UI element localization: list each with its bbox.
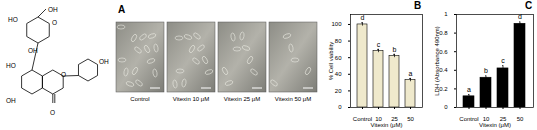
svg-text:Vitexin 10 μM: Vitexin 10 μM bbox=[173, 96, 209, 102]
svg-text:Vitexin 50 μM: Vitexin 50 μM bbox=[275, 96, 311, 102]
svg-text:HO: HO bbox=[6, 62, 16, 69]
svg-text:Vitexin (μM): Vitexin (μM) bbox=[370, 122, 402, 128]
svg-text:60: 60 bbox=[335, 55, 342, 61]
svg-text:O: O bbox=[52, 19, 57, 26]
svg-text:0.8: 0.8 bbox=[439, 30, 448, 36]
svg-text:OH: OH bbox=[99, 58, 109, 65]
svg-text:25: 25 bbox=[391, 115, 398, 122]
svg-text:1: 1 bbox=[444, 11, 448, 17]
svg-text:Control: Control bbox=[459, 116, 478, 122]
svg-text:50: 50 bbox=[407, 116, 414, 122]
svg-text:0.6: 0.6 bbox=[439, 49, 448, 55]
svg-text:0: 0 bbox=[444, 104, 448, 110]
svg-text:a: a bbox=[409, 70, 413, 77]
html-text:A: A bbox=[118, 4, 126, 15]
svg-text:OH: OH bbox=[48, 6, 58, 13]
svg-text:LDH (Absorbance 490nm): LDH (Absorbance 490nm) bbox=[434, 26, 440, 96]
svg-text:HO: HO bbox=[8, 16, 18, 23]
svg-text:d: d bbox=[518, 13, 522, 21]
html-text:C: C bbox=[525, 0, 533, 11]
svg-text:Vitexin (μM): Vitexin (μM) bbox=[479, 122, 511, 128]
svg-text:a: a bbox=[467, 86, 471, 93]
svg-text:25: 25 bbox=[499, 115, 507, 122]
svg-text:Control: Control bbox=[353, 116, 372, 122]
svg-text:10: 10 bbox=[482, 115, 490, 122]
svg-text:40: 40 bbox=[335, 71, 342, 77]
svg-text:Control: Control bbox=[130, 96, 149, 102]
svg-text:50: 50 bbox=[517, 116, 524, 122]
svg-text:c: c bbox=[377, 41, 381, 48]
svg-text:0: 0 bbox=[338, 104, 342, 110]
svg-text:0.2: 0.2 bbox=[439, 86, 448, 92]
svg-text:b: b bbox=[393, 46, 397, 53]
svg-text:O: O bbox=[61, 71, 66, 78]
svg-text:0.4: 0.4 bbox=[439, 67, 448, 73]
svg-text:OH: OH bbox=[6, 97, 16, 104]
svg-text:O: O bbox=[50, 109, 55, 116]
svg-text:20: 20 bbox=[335, 88, 342, 94]
svg-text:d: d bbox=[361, 14, 365, 21]
svg-text:Vitexin 25 μM: Vitexin 25 μM bbox=[224, 96, 260, 102]
svg-text:10: 10 bbox=[375, 115, 382, 122]
svg-text:b: b bbox=[484, 67, 488, 74]
svg-text:80: 80 bbox=[335, 38, 342, 44]
svg-text:100: 100 bbox=[331, 21, 342, 27]
svg-text:OH: OH bbox=[28, 47, 38, 54]
svg-text:c: c bbox=[501, 57, 505, 64]
svg-text:% Cell viability: % Cell viability bbox=[328, 42, 334, 81]
html-text:B: B bbox=[414, 0, 422, 11]
